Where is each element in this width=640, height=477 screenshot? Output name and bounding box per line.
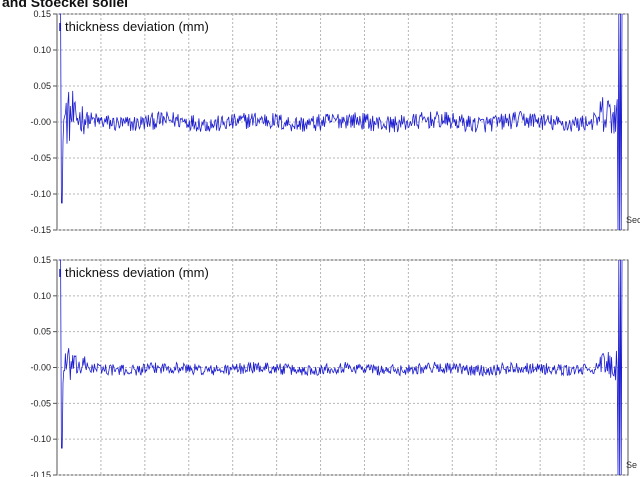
y-tick-label: -0.15 [30, 470, 51, 477]
y-tick-label: 0.10 [33, 45, 51, 55]
chart-panel-bottom: 0.15 0.10 0.05 -0.00 -0.05 -0.10 -0.15 thicknes… [0, 256, 640, 477]
x-axis-label: Sec [626, 215, 640, 225]
y-tick-label: -0.00 [30, 117, 51, 127]
chart-svg-top: 0.15 0.10 0.05 -0.00 -0.05 -0.10 -0.15 thicknes… [30, 10, 640, 234]
y-tick-label: -0.05 [30, 398, 51, 408]
y-tick-label: 0.05 [33, 327, 51, 337]
y-tick-label: 0.15 [33, 10, 51, 19]
chart-panel-top: 0.15 0.10 0.05 -0.00 -0.05 -0.10 -0.15 thicknes… [0, 10, 640, 234]
y-tick-label: -0.15 [30, 225, 51, 234]
legend-label: thickness deviation (mm) [65, 265, 209, 280]
series-line [59, 13, 623, 231]
y-tick-label: 0.15 [33, 256, 51, 265]
y-tick-label: -0.10 [30, 434, 51, 444]
y-tick-label: -0.05 [30, 153, 51, 163]
y-tick-label: -0.10 [30, 189, 51, 199]
y-tick-label: 0.10 [33, 291, 51, 301]
chart-svg-bottom: 0.15 0.10 0.05 -0.00 -0.05 -0.10 -0.15 thicknes… [30, 256, 637, 477]
page-title: and Stoeckel sollel [2, 0, 129, 10]
y-tick-label: 0.05 [33, 81, 51, 91]
y-tick-label: -0.00 [30, 363, 51, 373]
x-axis-label: Se [626, 460, 637, 470]
legend-label: thickness deviation (mm) [65, 19, 209, 34]
series-line [59, 259, 623, 476]
